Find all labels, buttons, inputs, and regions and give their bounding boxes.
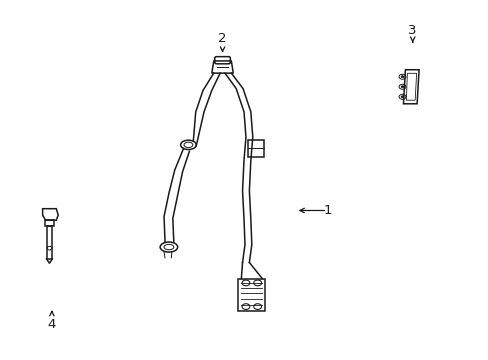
Text: 1: 1 — [323, 204, 331, 217]
Text: 4: 4 — [48, 318, 56, 331]
Circle shape — [400, 76, 403, 78]
Circle shape — [400, 96, 403, 98]
Text: 2: 2 — [218, 32, 226, 45]
Text: 3: 3 — [407, 24, 416, 37]
Circle shape — [400, 86, 403, 88]
